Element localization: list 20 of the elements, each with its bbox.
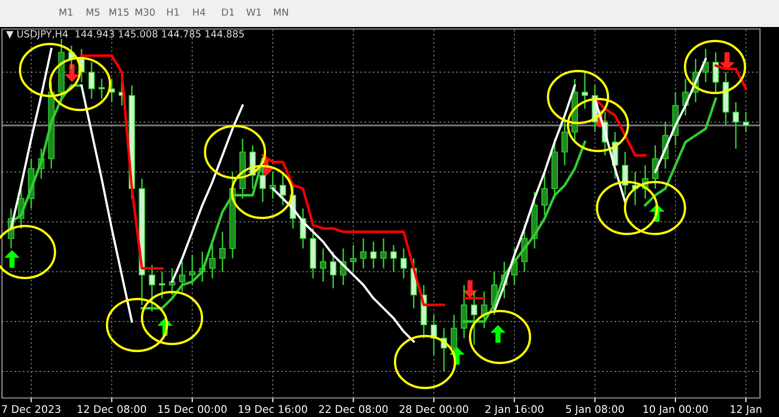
x-tick-label: 10 Jan 00:00 (644, 405, 708, 415)
text: MN (274, 8, 288, 16)
text: M30 (136, 8, 155, 16)
text: H4 (193, 8, 206, 16)
x-tick-label: 28 Dec 00:00 (400, 405, 468, 414)
text: M5 (86, 8, 100, 16)
x-tick-label: 19 Dec 16:00 (238, 405, 308, 414)
text: M15 (110, 8, 129, 16)
text: D1 (222, 8, 234, 16)
x-tick-label: 12 Dec 08:00 (78, 405, 146, 414)
chart-title: ▼ USDJPY,H4 144.943 145.008 144.785 144.885 (6, 30, 244, 40)
x-tick-label: 7 Dec 2023 (2, 405, 60, 414)
x-tick-label: 12 Jan (730, 405, 762, 415)
x-tick-label: 5 Jan 08:00 (566, 405, 624, 415)
x-tick-label: 2 Jan 16:00 (485, 405, 544, 415)
text: M1 (60, 8, 72, 16)
text: H1 (167, 8, 179, 16)
x-tick-label: 22 Dec 08:00 (319, 405, 388, 414)
text: W1 (246, 8, 261, 16)
x-tick-label: 15 Dec 00:00 (158, 405, 227, 414)
